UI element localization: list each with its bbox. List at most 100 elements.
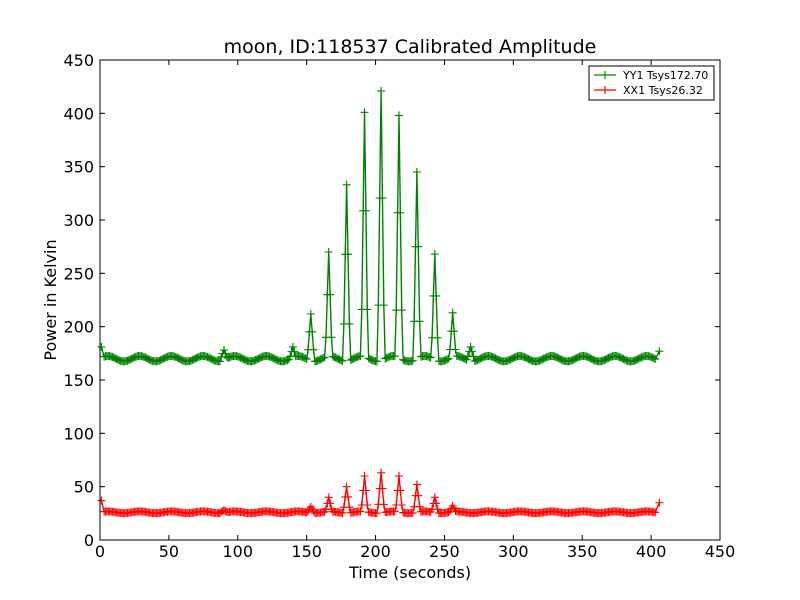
y-tick-label: 200: [63, 318, 94, 337]
legend-label: XX1 Tsys26.32: [623, 84, 703, 97]
y-tick-label: 400: [63, 104, 94, 123]
x-axis-label: Time (seconds): [348, 563, 471, 582]
data-point: [432, 291, 441, 300]
x-tick-label: 50: [159, 542, 179, 561]
data-point: [655, 498, 664, 507]
y-tick-label: 350: [63, 158, 94, 177]
data-point: [377, 468, 386, 477]
data-point: [360, 108, 369, 117]
data-point: [324, 248, 333, 256]
data-point: [425, 352, 434, 361]
data-point: [306, 309, 315, 318]
data-point: [379, 500, 388, 509]
data-point: [309, 345, 318, 354]
data-point: [221, 349, 230, 358]
data-point: [414, 242, 423, 251]
y-tick-label: 250: [63, 264, 94, 283]
series-markers: [97, 468, 664, 518]
data-point: [363, 305, 372, 314]
plot-frame: [99, 59, 721, 541]
x-tick-label: 150: [291, 542, 322, 561]
data-point: [408, 508, 417, 517]
data-point: [345, 503, 354, 512]
data-point: [324, 493, 333, 502]
data-point: [396, 486, 405, 495]
series-yy1: [97, 86, 664, 366]
data-point: [396, 208, 405, 217]
data-point: [462, 355, 471, 364]
data-point: [342, 482, 351, 491]
legend: YY1 Tsys172.70 XX1 Tsys26.32: [588, 65, 715, 101]
data-point: [394, 472, 403, 480]
data-point: [363, 501, 372, 510]
x-tick-label: 450: [705, 542, 736, 561]
data-point: [397, 306, 406, 315]
y-tick-label: 0: [84, 531, 94, 550]
data-point: [432, 499, 441, 508]
data-point: [466, 342, 475, 351]
data-point: [390, 507, 399, 516]
data-point: [344, 492, 352, 501]
data-point: [390, 352, 399, 361]
data-point: [379, 301, 388, 310]
data-point: [372, 509, 381, 518]
data-point: [397, 501, 406, 510]
data-point: [651, 508, 660, 517]
data-point: [448, 308, 457, 317]
data-point: [356, 507, 365, 516]
legend-item: XX1 Tsys26.32: [594, 84, 703, 97]
data-point: [433, 333, 442, 342]
data-point: [468, 347, 476, 356]
data-point: [372, 357, 381, 366]
data-point: [215, 357, 224, 366]
data-point: [326, 499, 335, 508]
data-point: [342, 180, 351, 189]
y-tick-label: 150: [63, 371, 94, 390]
data-point: [430, 493, 439, 502]
data-point: [415, 502, 424, 511]
data-point: [377, 86, 386, 95]
series-line: [100, 472, 661, 514]
series-xx1: [97, 468, 664, 518]
y-axis-label: Power in Kelvin: [41, 239, 60, 360]
x-tick-label: 250: [429, 542, 460, 561]
data-point: [320, 353, 329, 362]
x-tick-label: 350: [567, 542, 598, 561]
data-point: [469, 352, 478, 361]
data-point: [450, 327, 459, 336]
data-point: [344, 250, 352, 259]
data-point: [302, 355, 311, 364]
chart-title: moon, ID:118537 Calibrated Amplitude: [224, 36, 597, 58]
legend-label: YY1 Tsys172.70: [622, 69, 708, 82]
x-tick-label: 300: [498, 542, 529, 561]
legend-item: YY1 Tsys172.70: [594, 69, 708, 82]
data-point: [220, 346, 228, 355]
data-point: [378, 484, 387, 493]
data-point: [430, 250, 439, 259]
data-point: [414, 491, 423, 500]
data-point: [412, 168, 421, 176]
x-tick-label: 100: [223, 542, 254, 561]
data-point: [655, 347, 664, 356]
data-point: [338, 356, 347, 365]
data-point: [360, 472, 369, 480]
data-point: [649, 354, 658, 363]
legend-box: [588, 65, 715, 101]
legend-marker: [601, 71, 609, 79]
legend-marker: [601, 86, 609, 94]
series-markers: [97, 86, 664, 366]
data-point: [412, 480, 421, 489]
data-point: [97, 342, 106, 351]
data-point: [326, 290, 335, 299]
data-point: [356, 352, 365, 361]
data-point: [327, 333, 336, 342]
data-point: [451, 345, 460, 354]
x-tick-label: 400: [636, 542, 667, 561]
data-point: [338, 508, 347, 517]
data-point: [288, 342, 297, 351]
data-point: [361, 206, 370, 215]
y-tick-label: 300: [63, 211, 94, 230]
data-point: [301, 354, 310, 363]
